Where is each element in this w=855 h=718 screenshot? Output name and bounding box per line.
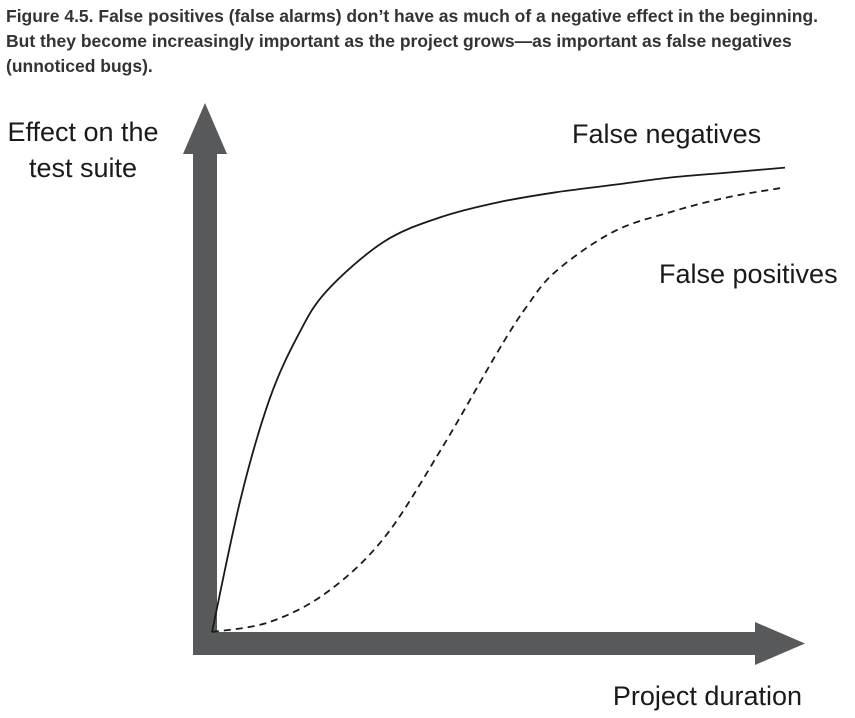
figure-caption: Figure 4.5. False positives (false alarm… (6, 6, 819, 76)
y-axis-label-line-2: test suite (29, 153, 137, 183)
y-axis-label-line-1: Effect on the (7, 117, 158, 147)
x-axis-label: Project duration (613, 681, 802, 711)
x-axis-arrow (193, 622, 805, 665)
series-line-false-positives (211, 186, 786, 633)
series-line-false-negatives (211, 166, 786, 633)
series-label-false-positives: False positives (659, 259, 838, 289)
series-label-false-negatives: False negatives (572, 119, 761, 149)
y-axis-arrow (183, 103, 227, 655)
